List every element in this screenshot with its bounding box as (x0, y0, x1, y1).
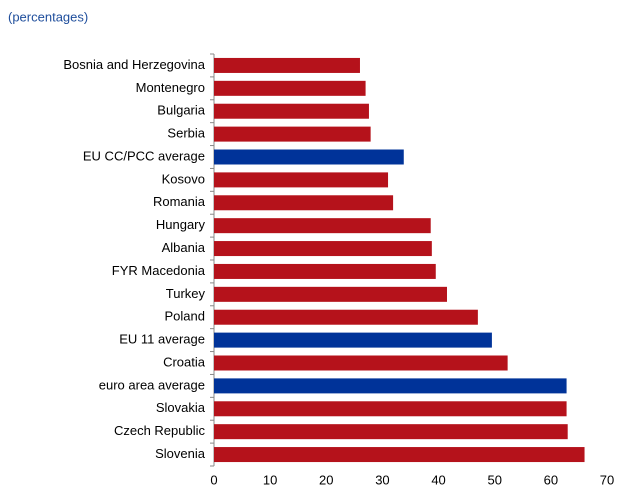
bar (214, 286, 447, 302)
bar (214, 332, 492, 348)
bar (214, 80, 366, 96)
bar (214, 126, 371, 142)
x-tick-label: 30 (375, 472, 389, 487)
bar (214, 424, 568, 440)
y-tick-label: FYR Macedonia (112, 263, 206, 278)
x-tick-label: 40 (431, 472, 445, 487)
x-tick-label: 20 (319, 472, 333, 487)
bar (214, 447, 585, 463)
y-tick-label: Slovakia (156, 400, 206, 415)
y-tick-label: Poland (165, 309, 205, 324)
x-tick-label: 70 (600, 472, 614, 487)
y-tick-label: Hungary (156, 217, 206, 232)
x-tick-label: 60 (544, 472, 558, 487)
bar (214, 149, 404, 165)
x-tick-label: 0 (210, 472, 217, 487)
bar (214, 378, 567, 394)
y-tick-label: Turkey (166, 286, 206, 301)
bar (214, 218, 431, 234)
x-tick-label: 50 (487, 472, 501, 487)
y-tick-label: Croatia (163, 354, 206, 369)
y-tick-label: Montenegro (136, 80, 205, 95)
chart-subtitle: (percentages) (8, 9, 88, 24)
bar (214, 103, 369, 119)
bar (214, 172, 389, 188)
bar (214, 401, 567, 417)
bar (214, 195, 394, 211)
y-tick-label: Kosovo (162, 171, 205, 186)
y-tick-label: Slovenia (155, 446, 206, 461)
bar (214, 241, 432, 257)
y-tick-label: Albania (162, 240, 206, 255)
bar (214, 355, 508, 371)
y-tick-label: EU 11 average (119, 332, 205, 347)
y-tick-label: EU CC/PCC average (83, 148, 205, 163)
bar (214, 263, 436, 279)
y-tick-label: Bosnia and Herzegovina (63, 57, 205, 72)
bar (214, 309, 478, 325)
bar (214, 57, 360, 73)
x-tick-label: 10 (263, 472, 277, 487)
y-tick-label: Serbia (167, 126, 205, 141)
y-tick-label: euro area average (99, 377, 205, 392)
y-tick-label: Romania (153, 194, 206, 209)
y-tick-label: Czech Republic (114, 423, 206, 438)
y-tick-label: Bulgaria (157, 103, 205, 118)
